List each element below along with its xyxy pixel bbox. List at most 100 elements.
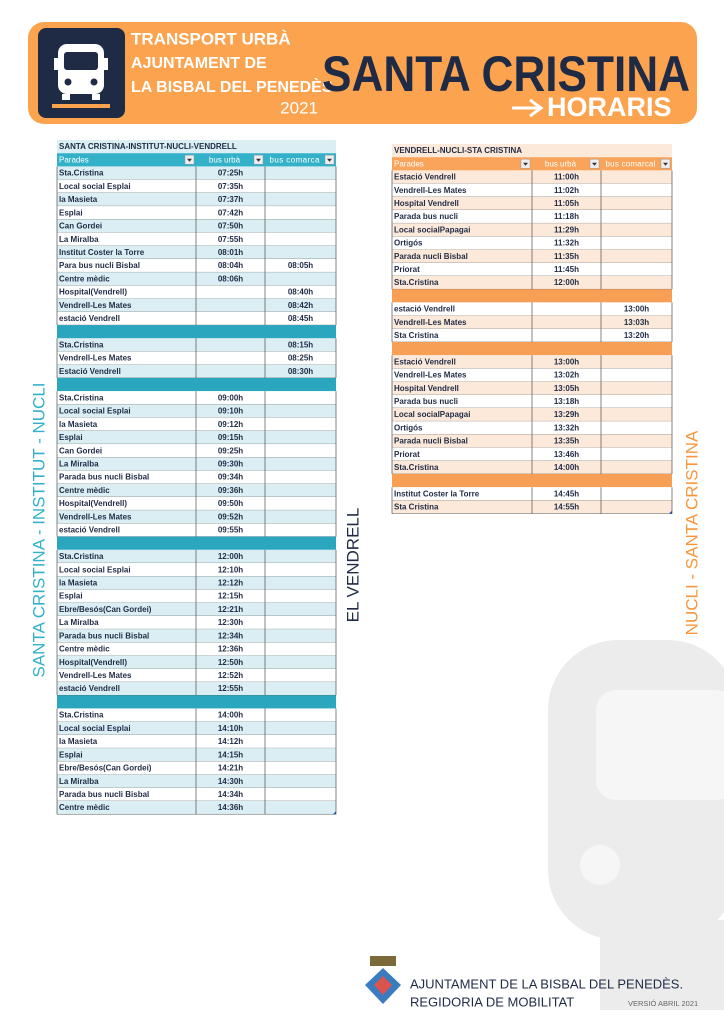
stop-name: Vendrell-Les Mates — [59, 671, 132, 680]
table-row-bg — [57, 444, 336, 458]
stop-name: Sta.Cristina — [59, 711, 104, 720]
side-label: SANTA CRISTINA - INSTITUT - NUCLI — [29, 382, 48, 677]
departure-time: 11:29h — [554, 225, 579, 234]
stop-name: Sta Cristina — [394, 503, 439, 512]
departure-time: 08:42h — [288, 301, 313, 310]
departure-time: 12:30h — [218, 618, 243, 627]
table-title: VENDRELL-NUCLI-STA CRISTINA — [394, 146, 522, 155]
departure-time: 12:10h — [218, 565, 243, 574]
departure-time: 13:02h — [554, 371, 579, 380]
departure-time: 07:55h — [218, 235, 243, 244]
side-label: NUCLI - SANTA CRISTINA — [682, 430, 701, 635]
stop-name: Parada bus nucli Bisbal — [59, 790, 149, 799]
table-row-bg — [57, 285, 336, 299]
departure-time: 14:34h — [218, 790, 243, 799]
stop-name: estació Vendrell — [59, 314, 120, 323]
table-title: SANTA CRISTINA-INSTITUT-NUCLI-VENDRELL — [59, 142, 237, 151]
stop-name: Estació Vendrell — [59, 367, 121, 376]
header-year: 2021 — [280, 98, 318, 117]
departure-time: 12:12h — [218, 578, 243, 587]
stop-name: Vendrell-Les Mates — [59, 301, 132, 310]
stop-name: Hospital(Vendrell) — [59, 288, 127, 297]
group-separator — [57, 695, 336, 709]
stop-name: Local social Esplai — [59, 182, 131, 191]
departure-time: 13:00h — [554, 357, 579, 366]
departure-time: 07:42h — [218, 208, 243, 217]
departure-time: 13:46h — [554, 450, 579, 459]
group-separator — [392, 474, 672, 488]
departure-time: 12:50h — [218, 658, 243, 667]
departure-time: 14:10h — [218, 724, 243, 733]
table-row-bg — [57, 298, 336, 312]
table-title-bg — [57, 140, 336, 154]
departure-time: 12:00h — [554, 278, 579, 287]
departure-time: 12:21h — [218, 605, 243, 614]
side-label: EL VENDRELL — [343, 508, 362, 623]
departure-time: 13:03h — [624, 318, 649, 327]
departure-time: 14:45h — [554, 489, 579, 498]
table-row-bg — [57, 232, 336, 246]
table-header-bg — [392, 157, 672, 171]
departure-time: 08:40h — [288, 288, 313, 297]
table-row-bg — [57, 629, 336, 643]
stop-name: Estació Vendrell — [394, 357, 456, 366]
departure-time: 07:50h — [218, 222, 243, 231]
departure-time: 13:29h — [554, 410, 579, 419]
table-row-bg — [57, 245, 336, 259]
departure-time: 14:55h — [554, 503, 579, 512]
header-line: TRANSPORT URBÀ — [131, 29, 291, 48]
stop-name: Sta.Cristina — [394, 278, 439, 287]
column-header: bus comarcal — [606, 159, 656, 168]
stop-name: Esplai — [59, 208, 83, 217]
table-row-bg — [57, 166, 336, 180]
stop-name: Local social Esplai — [59, 407, 131, 416]
stop-name: Hospital Vendrell — [394, 199, 459, 208]
stop-name: la Masieta — [59, 737, 98, 746]
column-header: bus comarca — [270, 155, 321, 164]
group-separator — [392, 289, 672, 303]
stop-name: Parada nucli Bisbal — [394, 437, 468, 446]
arrow — [512, 98, 544, 118]
footer-version: VERSIÓ ABRIL 2021 — [628, 999, 698, 1008]
table-header-bg — [57, 153, 336, 167]
departure-time: 07:25h — [218, 169, 243, 178]
background-bus-light — [580, 845, 620, 885]
departure-time: 11:35h — [554, 252, 579, 261]
group-separator — [57, 325, 336, 339]
departure-time: 14:00h — [218, 711, 243, 720]
stop-name: La Miralba — [59, 618, 99, 627]
stop-name: Hospital(Vendrell) — [59, 499, 127, 508]
stop-name: Local social Esplai — [59, 565, 131, 574]
stop-name: Parada bus nucli Bisbal — [59, 631, 149, 640]
stop-name: Sta.Cristina — [59, 169, 104, 178]
column-header: Parades — [394, 159, 424, 168]
table-row-bg — [57, 391, 336, 405]
table-row-bg — [57, 721, 336, 735]
stop-name: La Miralba — [59, 777, 99, 786]
table-row-bg — [57, 761, 336, 775]
header-subtitle: HORARIS — [547, 92, 672, 122]
stop-name: Parada bus nucli Bisbal — [59, 473, 149, 482]
stop-name: Parada bus nucli — [394, 212, 458, 221]
departure-time: 07:37h — [218, 195, 243, 204]
stop-name: Vendrell-Les Mates — [394, 318, 467, 327]
stop-name: Parada bus nucli — [394, 397, 458, 406]
stop-name: Can Gordei — [59, 446, 102, 455]
stop-name: Sta.Cristina — [394, 463, 439, 472]
table-row-bg — [57, 206, 336, 220]
table-row-bg — [57, 682, 336, 696]
departure-time: 11:45h — [554, 265, 579, 274]
table-row-bg — [57, 272, 336, 286]
table-row-bg — [57, 404, 336, 418]
table-row-bg — [57, 523, 336, 537]
header-banner — [28, 22, 697, 124]
stop-name: Para bus nucli Bisbal — [59, 261, 140, 270]
departure-time: 13:00h — [624, 305, 649, 314]
departure-time: 08:05h — [288, 261, 313, 270]
filter-arrow — [187, 158, 192, 162]
footer-line: AJUNTAMENT DE LA BISBAL DEL PENEDÈS. — [410, 976, 683, 991]
table-row-bg — [57, 563, 336, 577]
stop-name: la Masieta — [59, 420, 98, 429]
header-place: SANTA CRISTINA — [322, 46, 690, 102]
